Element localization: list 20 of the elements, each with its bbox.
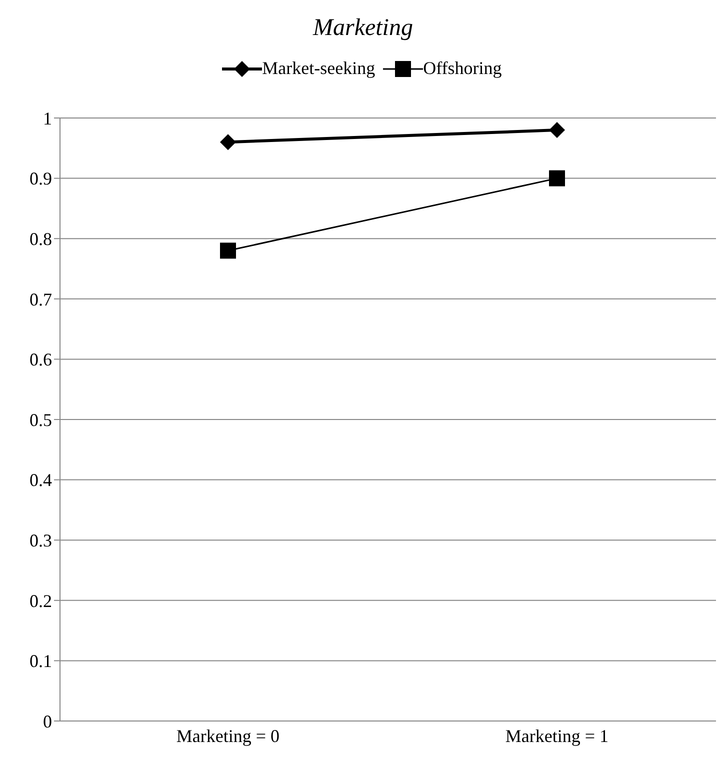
point: [549, 122, 565, 138]
legend-label: Market-seeking: [262, 58, 376, 79]
y-tick-label: 0.7: [30, 289, 52, 310]
y-tick-label: 0: [43, 711, 52, 732]
y-tick-label: 0.8: [30, 228, 52, 249]
y-tick-label: 0.4: [30, 470, 52, 490]
legend-label: Offshoring: [423, 58, 502, 79]
point: [220, 242, 236, 259]
y-tick-label: 0.1: [30, 651, 52, 672]
point: [549, 170, 565, 186]
point: [220, 134, 236, 150]
y-tick-label: 0.9: [30, 168, 52, 189]
y-tick-label: 0.5: [30, 410, 52, 430]
y-tick-label: 1: [43, 108, 52, 128]
y-tick-label: 0.3: [30, 530, 52, 550]
y-tick-label: 0.6: [30, 350, 52, 370]
chart-title: Marketing: [312, 14, 414, 43]
x-tick-label: Marketing = 0: [176, 726, 280, 746]
x-tick-label: Marketing = 1: [505, 726, 609, 746]
y-tick-label: 0.2: [30, 590, 52, 611]
